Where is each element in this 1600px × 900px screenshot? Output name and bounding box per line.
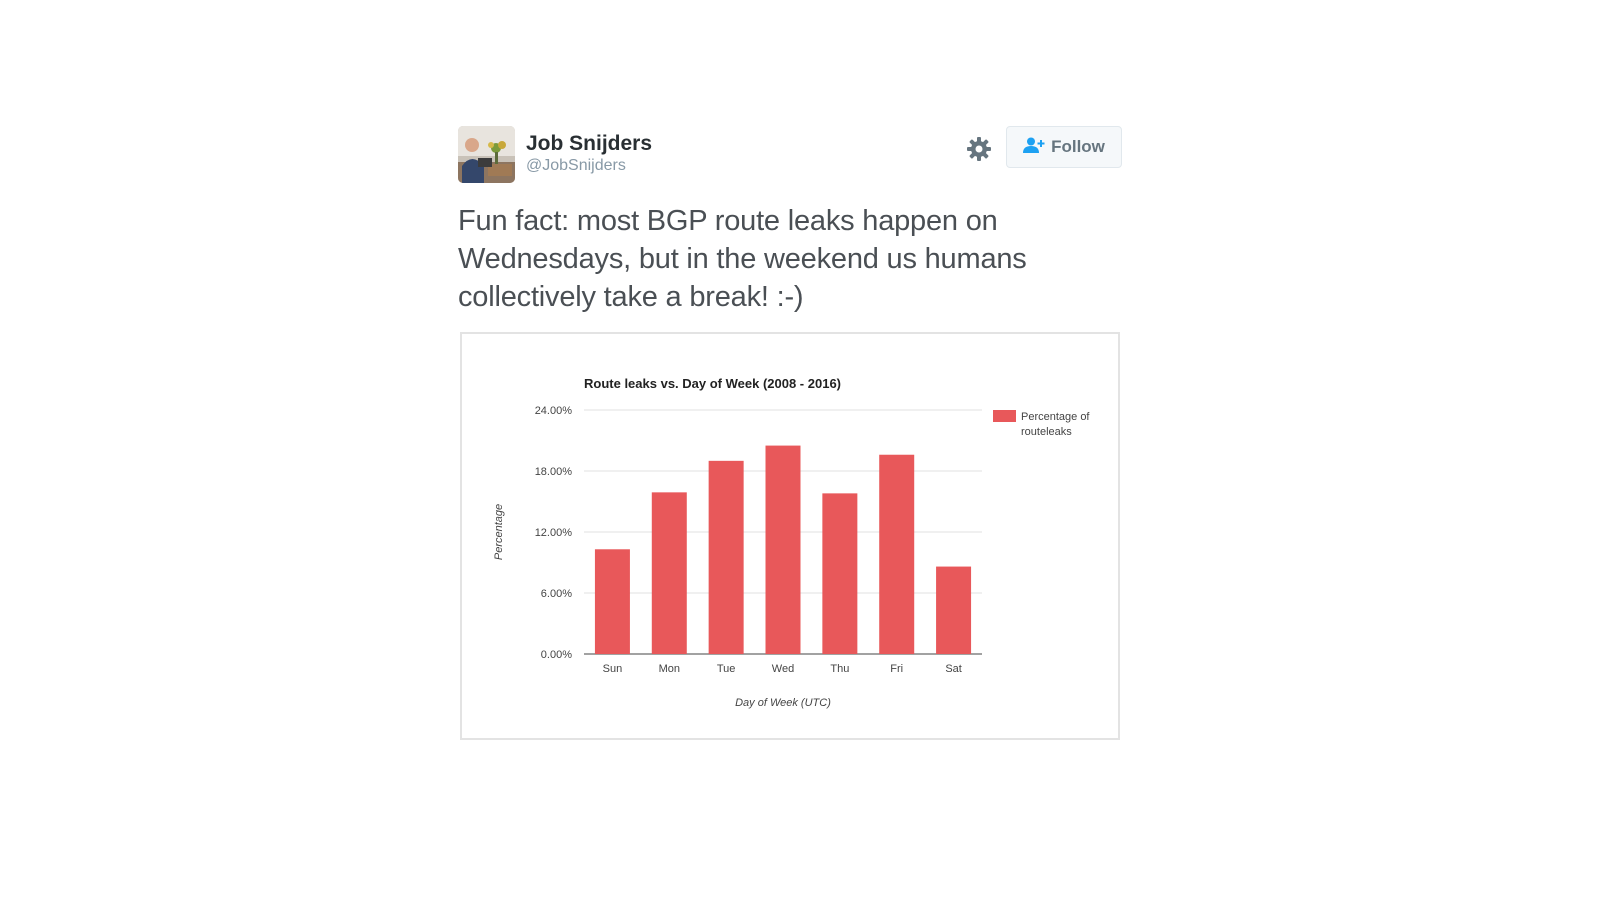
x-tick-label: Mon [659,663,680,675]
legend-label: Percentage of [1021,411,1090,423]
bar-sun [594,549,630,654]
x-tick-label: Fri [890,663,903,675]
tweet-header: Job Snijders @JobSnijders [458,126,1122,184]
tweet-card: Job Snijders @JobSnijders [458,126,1122,740]
author-display-name[interactable]: Job Snijders [526,132,653,155]
y-tick-label: 12.00% [535,527,573,539]
bar-sat [936,566,972,654]
author-handle[interactable]: @JobSnijders [526,157,626,174]
bar-tue [708,460,744,654]
tweet-text: Fun fact: most BGP route leaks happen on… [458,205,1027,313]
tweet-media-chart[interactable]: Route leaks vs. Day of Week (2008 - 2016… [460,332,1120,740]
x-axis-title: Day of Week (UTC) [735,697,831,709]
gear-icon[interactable] [966,136,992,162]
y-tick-label: 24.00% [535,405,573,417]
bar-mon [651,492,687,654]
avatar[interactable] [458,126,515,183]
author-names: Job Snijders @JobSnijders [526,132,652,176]
avatar-photo-icon [458,126,515,183]
bar-fri [879,454,915,654]
bar-thu [822,493,858,654]
x-tick-label: Sun [603,663,623,675]
bar-wed [765,445,801,654]
follow-button-label: Follow [1051,137,1105,156]
y-tick-label: 6.00% [541,588,572,600]
x-tick-label: Thu [830,663,849,675]
legend-label: routeleaks [1021,426,1072,438]
add-user-icon [1023,137,1045,158]
x-tick-label: Tue [717,663,736,675]
x-tick-label: Wed [772,663,794,675]
bar-chart: Route leaks vs. Day of Week (2008 - 2016… [493,376,1090,709]
chart-title: Route leaks vs. Day of Week (2008 - 2016… [584,376,841,391]
y-tick-label: 18.00% [535,466,573,478]
legend-swatch [993,410,1016,422]
y-axis-title: Percentage [493,504,505,560]
y-tick-label: 0.00% [541,649,572,661]
follow-button[interactable]: Follow [1006,126,1122,168]
x-tick-label: Sat [945,663,962,675]
